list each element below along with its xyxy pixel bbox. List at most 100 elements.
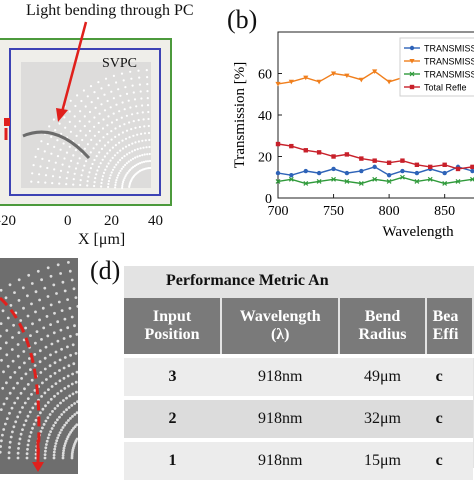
lattice-hole xyxy=(143,125,146,128)
cell-position: 3 xyxy=(124,354,222,398)
lattice-hole xyxy=(8,446,12,449)
header-wavelength: Wavelength (λ) xyxy=(221,298,341,356)
data-point xyxy=(400,174,405,180)
lattice-hole xyxy=(38,298,41,302)
lattice-hole xyxy=(130,167,133,170)
lattice-hole xyxy=(58,415,61,419)
lattice-hole xyxy=(148,138,151,142)
simulation-domain xyxy=(0,38,172,206)
lattice-hole xyxy=(47,433,51,437)
lattice-hole xyxy=(62,142,65,145)
data-point xyxy=(316,178,322,184)
x-tick-label: 750 xyxy=(323,204,344,219)
cell-efficiency: c xyxy=(425,354,473,398)
lattice-hole xyxy=(63,423,67,427)
lattice-hole xyxy=(62,399,65,402)
lattice-hole xyxy=(70,315,74,319)
lattice-hole xyxy=(121,156,124,160)
lattice-hole xyxy=(56,404,60,408)
lattice-hole xyxy=(52,283,56,287)
lattice-hole xyxy=(124,163,127,167)
lattice-hole xyxy=(115,103,118,106)
lattice-hole xyxy=(121,131,124,134)
lattice-hole xyxy=(39,411,42,415)
header-input-position: Input Position xyxy=(124,298,223,356)
lattice-hole xyxy=(140,132,143,135)
lattice-hole xyxy=(105,165,108,168)
lattice-hole xyxy=(56,139,59,142)
data-point xyxy=(372,176,378,182)
lattice-hole xyxy=(96,97,100,100)
lattice-hole xyxy=(115,163,118,166)
lattice-hole xyxy=(117,88,120,91)
lattice-hole xyxy=(110,90,113,93)
lattice-hole xyxy=(84,134,87,137)
lattice-hole xyxy=(59,169,63,172)
lattice-hole xyxy=(143,132,147,135)
lattice-hole xyxy=(36,269,40,273)
lattice-hole xyxy=(94,106,97,109)
performance-metrics-table: Input Position Wavelength (λ) Bend Radius B… xyxy=(124,298,474,480)
lattice-hole xyxy=(35,330,39,333)
lattice-hole xyxy=(73,324,76,328)
lattice-hole xyxy=(72,178,75,181)
lattice-hole xyxy=(41,306,45,310)
lattice-hole xyxy=(43,367,47,371)
output-arrow xyxy=(32,440,44,472)
lattice-hole xyxy=(43,453,47,456)
lattice-hole xyxy=(125,162,128,165)
lattice-hole xyxy=(75,411,78,415)
lattice-hole xyxy=(100,147,104,150)
y-tick-label: 60 xyxy=(258,68,272,83)
lattice-hole xyxy=(110,121,114,124)
lattice-hole xyxy=(26,414,30,418)
lattice-hole xyxy=(76,162,79,165)
lattice-hole xyxy=(17,442,21,445)
lattice-hole xyxy=(95,143,98,146)
field-profile-image xyxy=(0,258,78,474)
lattice-hole xyxy=(138,83,141,86)
lattice-hole xyxy=(120,116,123,119)
lattice-hole xyxy=(34,402,37,406)
lattice-hole xyxy=(53,407,57,410)
lattice-hole xyxy=(83,115,86,118)
lattice-hole xyxy=(65,177,68,180)
lattice-hole xyxy=(67,261,70,264)
lattice-hole xyxy=(61,456,65,460)
lattice-hole xyxy=(45,315,49,318)
lattice-hole xyxy=(61,451,65,455)
x-tick-label: 800 xyxy=(379,204,400,219)
lattice-hole xyxy=(90,101,93,104)
lattice-hole xyxy=(54,129,57,132)
y-axis-label: Transmission [%] xyxy=(232,62,248,169)
lattice-hole xyxy=(131,113,134,116)
lattice-hole xyxy=(137,140,140,143)
lattice-hole xyxy=(127,170,130,173)
lattice-hole xyxy=(148,159,152,163)
panel-letter-b: (b) xyxy=(227,5,258,34)
lattice-hole xyxy=(30,180,33,183)
lattice-hole xyxy=(62,410,66,414)
lattice-hole xyxy=(48,364,52,368)
data-point xyxy=(288,79,294,85)
lattice-hole xyxy=(61,163,64,166)
lattice-hole xyxy=(71,392,75,396)
lattice-hole xyxy=(55,439,59,443)
lattice-hole xyxy=(55,292,58,295)
lattice-hole xyxy=(44,419,48,423)
lattice-hole xyxy=(118,141,121,144)
lattice-hole xyxy=(101,178,104,181)
lattice-hole xyxy=(63,289,67,293)
lattice-hole xyxy=(30,302,33,306)
lattice-hole xyxy=(34,341,37,345)
lattice-hole xyxy=(56,392,60,395)
lattice-hole xyxy=(4,296,8,300)
lattice-hole xyxy=(70,429,74,432)
lattice-hole xyxy=(75,423,78,427)
lattice-hole xyxy=(127,160,130,163)
lattice-hole xyxy=(41,407,45,411)
header-efficiency: Bea Effi xyxy=(425,298,474,356)
lattice-hole xyxy=(134,156,137,159)
lattice-hole xyxy=(40,395,43,398)
lattice-hole xyxy=(135,105,138,108)
